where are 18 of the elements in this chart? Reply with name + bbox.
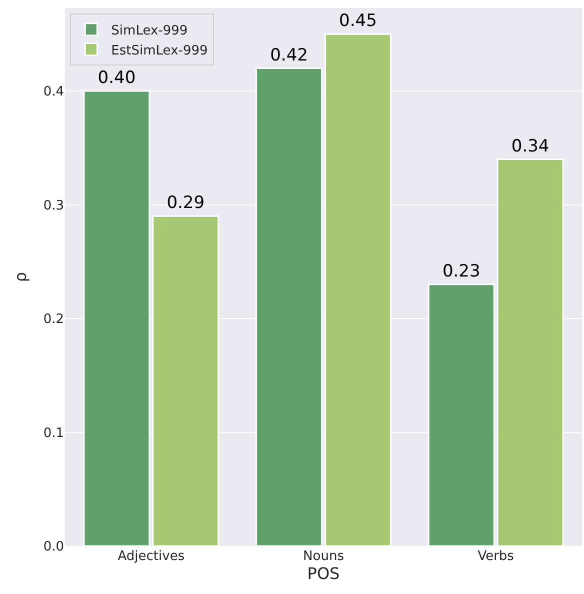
data-label: 0.23 (442, 261, 480, 282)
data-label: 0.45 (339, 11, 377, 32)
x-axis-title: POS (307, 564, 340, 583)
data-label: 0.42 (270, 45, 308, 66)
data-label: 0.34 (511, 136, 550, 156)
y-tick-label: 0.0 (43, 540, 64, 555)
data-label: 0.29 (166, 193, 205, 214)
x-tick-label: Nouns (303, 549, 344, 564)
y-tick-label: 0.2 (43, 312, 64, 328)
y-tick-label: 0.4 (43, 84, 64, 100)
x-tick-label: Adjectives (118, 549, 185, 564)
x-tick-label: Verbs (478, 549, 514, 564)
y-tick-label: 0.3 (43, 198, 64, 214)
y-axis-title: ρ (11, 272, 30, 282)
legend-label: EstSimLex-999 (111, 43, 208, 58)
legend-label: SimLex-999 (111, 23, 188, 38)
data-label: 0.40 (98, 68, 136, 88)
y-tick-label: 0.1 (43, 426, 64, 441)
